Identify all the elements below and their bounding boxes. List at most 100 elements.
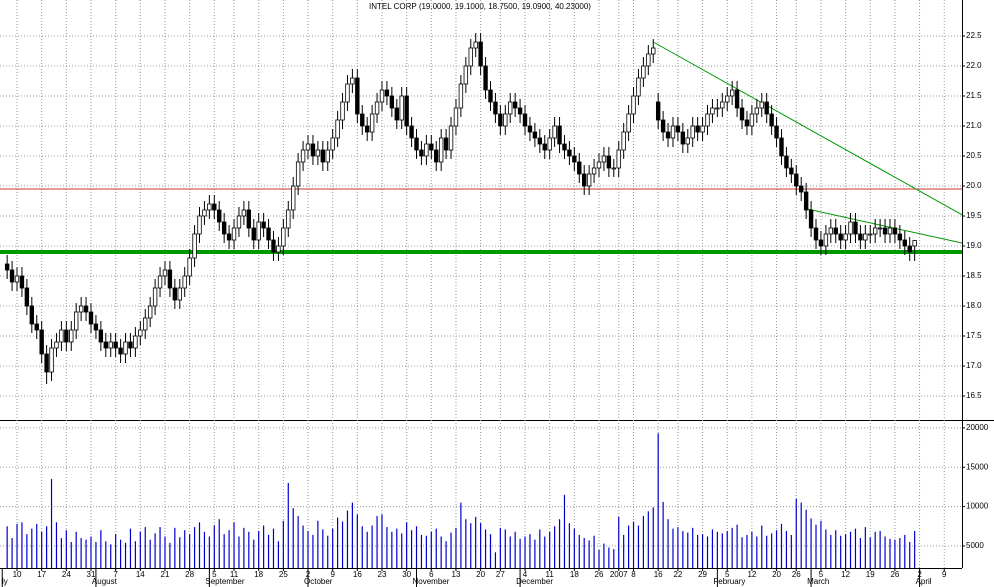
candle-body bbox=[503, 113, 508, 127]
x-tick-label: 26 bbox=[792, 570, 801, 579]
x-tick-label: 20 bbox=[772, 570, 781, 579]
candle-body bbox=[128, 341, 133, 349]
candle-body bbox=[601, 155, 607, 163]
candle-body bbox=[872, 227, 878, 235]
candle-body bbox=[759, 101, 764, 109]
trend-line bbox=[653, 41, 963, 216]
y-tick-label: 20000 bbox=[966, 423, 989, 432]
trend-line bbox=[806, 208, 963, 244]
candle-body bbox=[64, 329, 69, 343]
candle-body bbox=[83, 305, 89, 313]
x-tick-label: 13 bbox=[452, 570, 461, 579]
candle-body bbox=[522, 113, 528, 127]
candle-body bbox=[281, 227, 286, 247]
x-tick-label: 30 bbox=[402, 570, 411, 579]
candle-body bbox=[286, 209, 291, 229]
x-tick-label: 28 bbox=[185, 570, 194, 579]
y-tick-label: 5000 bbox=[966, 541, 984, 550]
candle-body bbox=[207, 203, 212, 211]
candle-body bbox=[44, 353, 49, 373]
x-tick-label: 10 bbox=[13, 570, 22, 579]
candle-body bbox=[182, 275, 187, 289]
y-tick-label: 17.5 bbox=[966, 331, 982, 340]
candle-body bbox=[611, 167, 616, 170]
candle-body bbox=[399, 95, 404, 121]
candle-body bbox=[700, 125, 705, 133]
candle-body bbox=[246, 209, 252, 229]
candle-body bbox=[670, 125, 676, 139]
x-tick-label: 23 bbox=[378, 570, 387, 579]
x-tick-label: 19 bbox=[866, 570, 875, 579]
candle-body bbox=[19, 275, 25, 289]
candle-body bbox=[335, 119, 340, 139]
candle-body bbox=[527, 125, 533, 133]
x-tick-label: 17 bbox=[37, 570, 46, 579]
candle-body bbox=[231, 227, 237, 241]
candle-body bbox=[591, 167, 597, 175]
candle-body bbox=[744, 119, 750, 127]
candle-body bbox=[364, 125, 370, 133]
candle-body bbox=[69, 329, 74, 343]
candle-body bbox=[118, 347, 123, 355]
x-tick-label: 5 bbox=[212, 570, 217, 579]
candle-body bbox=[808, 209, 814, 229]
candle-body bbox=[251, 227, 256, 241]
candle-body bbox=[547, 137, 552, 151]
candle-body bbox=[907, 245, 912, 253]
candle-body bbox=[552, 125, 557, 139]
candle-body bbox=[660, 119, 666, 133]
candle-body bbox=[448, 125, 454, 151]
x-tick-label: 5 bbox=[725, 570, 730, 579]
candle-body bbox=[774, 125, 779, 139]
x-tick-label: 11 bbox=[546, 570, 555, 579]
candle-body bbox=[636, 77, 641, 97]
candle-body bbox=[567, 149, 572, 157]
x-tick-label: 16 bbox=[654, 570, 663, 579]
candle-body bbox=[641, 65, 646, 79]
candle-body bbox=[261, 221, 266, 229]
candle-body bbox=[729, 89, 735, 97]
candle-body bbox=[858, 233, 863, 241]
candle-body bbox=[443, 137, 449, 151]
x-tick-label: 7 bbox=[113, 570, 118, 579]
candle-body bbox=[409, 125, 414, 139]
y-tick-label: 19.0 bbox=[966, 241, 982, 250]
candle-body bbox=[212, 203, 217, 211]
month-label: November bbox=[413, 577, 450, 586]
candle-body bbox=[749, 113, 755, 127]
x-tick-label: 4 bbox=[523, 570, 528, 579]
x-tick-label: 20 bbox=[476, 570, 485, 579]
candle-body bbox=[74, 311, 79, 331]
candle-body bbox=[177, 287, 182, 301]
candle-body bbox=[626, 113, 631, 133]
y-tick-label: 21.0 bbox=[966, 121, 982, 130]
candle-body bbox=[557, 125, 562, 145]
candle-body bbox=[39, 329, 44, 355]
candle-body bbox=[453, 107, 459, 127]
x-tick-label: 26 bbox=[595, 570, 604, 579]
candle-body bbox=[226, 233, 232, 241]
candle-body bbox=[424, 143, 429, 157]
candle-body bbox=[88, 311, 94, 325]
y-tick-label: 22.0 bbox=[966, 61, 982, 70]
candle-body bbox=[739, 107, 745, 121]
candle-body bbox=[616, 149, 621, 169]
x-tick-label: 5 bbox=[819, 570, 824, 579]
candle-body bbox=[463, 65, 469, 85]
candle-body bbox=[458, 83, 464, 109]
candle-body bbox=[350, 77, 355, 85]
candle-body bbox=[705, 113, 710, 127]
candle-body bbox=[542, 143, 547, 151]
candle-body bbox=[685, 137, 690, 145]
y-tick-label: 19.5 bbox=[966, 211, 982, 220]
candle-body bbox=[108, 341, 113, 349]
candle-body bbox=[221, 221, 227, 235]
candle-body bbox=[532, 131, 538, 139]
candle-body bbox=[54, 341, 59, 349]
candle-body bbox=[143, 317, 148, 331]
candle-body bbox=[799, 185, 804, 193]
x-tick-label: 21 bbox=[161, 570, 170, 579]
candle-body bbox=[197, 215, 202, 235]
y-tick-label: 20.0 bbox=[966, 181, 982, 190]
candle-body bbox=[897, 233, 903, 241]
